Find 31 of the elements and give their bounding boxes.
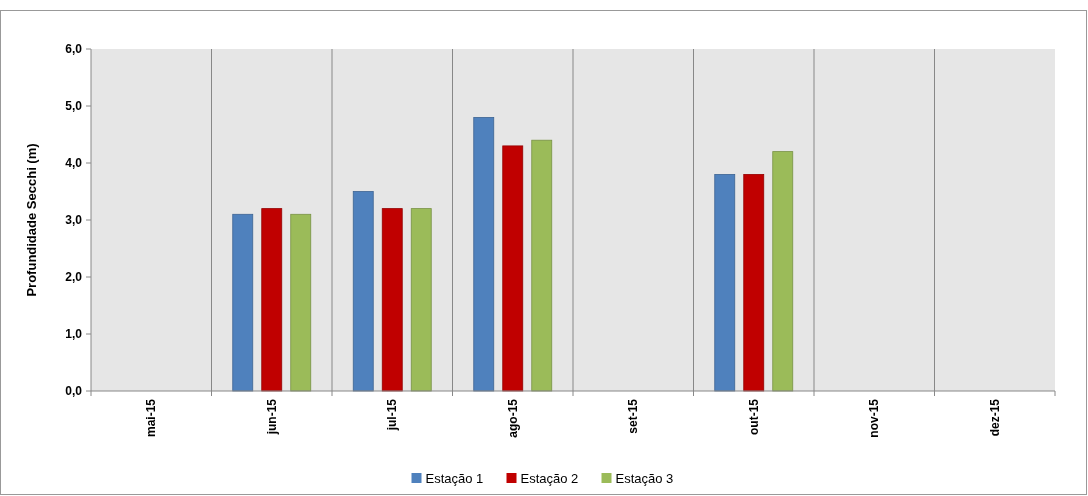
bar bbox=[502, 145, 524, 392]
x-tick-label: set-15 bbox=[626, 398, 641, 434]
bar bbox=[381, 208, 403, 392]
y-tick-label: 2,0 bbox=[65, 270, 83, 285]
x-tick-label: out-15 bbox=[746, 398, 761, 435]
bar bbox=[531, 139, 553, 392]
y-tick-label: 5,0 bbox=[65, 99, 83, 114]
legend-label: Estação 2 bbox=[520, 470, 579, 486]
x-tick-label: dez-15 bbox=[987, 398, 1002, 437]
y-tick-label: 3,0 bbox=[65, 213, 83, 228]
x-tick-label: ago-15 bbox=[505, 398, 520, 438]
bar bbox=[290, 213, 312, 392]
bar bbox=[352, 191, 374, 392]
bar bbox=[714, 174, 736, 392]
bar bbox=[473, 117, 495, 392]
bar bbox=[410, 208, 432, 392]
legend-label: Estação 3 bbox=[615, 470, 674, 486]
y-tick-label: 1,0 bbox=[65, 327, 83, 342]
y-tick-label: 6,0 bbox=[65, 42, 83, 57]
x-tick-label: jun-15 bbox=[264, 398, 279, 436]
x-tick-label: nov-15 bbox=[867, 398, 882, 438]
bar bbox=[772, 151, 794, 392]
bar bbox=[261, 208, 283, 392]
y-tick-label: 4,0 bbox=[65, 156, 83, 171]
legend-label: Estação 1 bbox=[425, 470, 484, 486]
y-axis-title: Profundidade Secchi (m) bbox=[24, 143, 39, 297]
y-tick-label: 0,0 bbox=[65, 384, 83, 399]
x-tick-label: mai-15 bbox=[144, 398, 159, 438]
bar bbox=[232, 213, 254, 392]
x-tick-label: jul-15 bbox=[385, 398, 400, 432]
bar bbox=[743, 174, 765, 392]
